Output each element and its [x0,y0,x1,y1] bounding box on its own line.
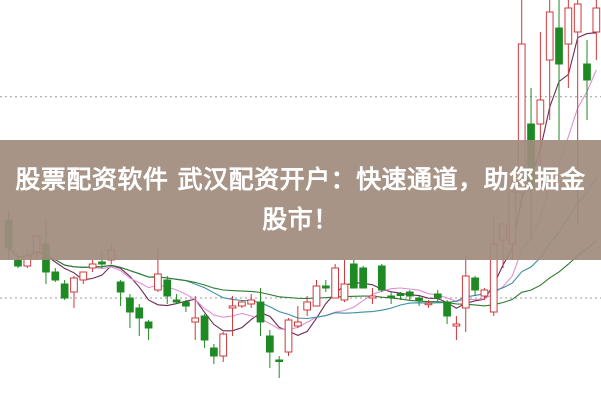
ma40-line [8,240,597,307]
candle-body [331,267,340,299]
headline-overlay: 股票配资软件 武汉配资开户：快速通道，助您掘金 股市！ [0,140,601,260]
candle-body [144,321,153,329]
candle-body [396,293,405,296]
candle-body [163,279,172,297]
candle-body [154,273,162,291]
candle-body [191,317,200,323]
candle-body [592,7,601,33]
candle-body [182,301,190,307]
candle-body [368,295,377,299]
candle-body [303,301,312,311]
candle-body [88,263,97,269]
candle-body [284,319,293,353]
candle-body [387,295,395,298]
candle-body [135,307,144,319]
candle-body [555,27,563,65]
candle-body [340,283,349,301]
candle-body [545,11,554,61]
candle-body [321,285,330,289]
candle-body [265,335,274,353]
candle-body [573,3,582,33]
candle-body [238,301,246,307]
candle-body [564,7,573,45]
candle-body [126,297,134,313]
candle-body [14,259,22,267]
headline-line-1: 股票配资软件 武汉配资开户：快速通道，助您掘金 [15,165,586,194]
candle-body [256,301,265,323]
candle-body [275,359,284,362]
candle-body [219,333,228,357]
candle-body [116,281,125,293]
candle-body [293,321,302,327]
candle-body [70,277,78,293]
candle-body [349,263,358,289]
candle-body [210,347,218,357]
candle-body [60,283,69,299]
headline-line-2: 股市！ [262,205,339,234]
candle-body [247,299,256,305]
candle-body [79,271,88,281]
candle-body [452,323,461,327]
candle-body [359,267,367,289]
ma5-line [8,32,597,337]
candle-body [172,299,181,303]
candle-body [424,302,433,306]
ma10-line [8,69,597,330]
candle-body [415,297,423,301]
candle-body [228,305,237,309]
candle-body [312,285,321,307]
candle-body [443,301,451,317]
candle-body [51,271,60,281]
candle-body [98,261,106,265]
candle-body [583,63,591,81]
candle-body [433,293,442,299]
candle-body [471,277,479,291]
candle-body [377,265,386,291]
candle-body [405,291,414,297]
candle-body [461,275,470,309]
candle-body [480,289,489,297]
candle-body [536,99,545,125]
candle-body [200,315,209,341]
